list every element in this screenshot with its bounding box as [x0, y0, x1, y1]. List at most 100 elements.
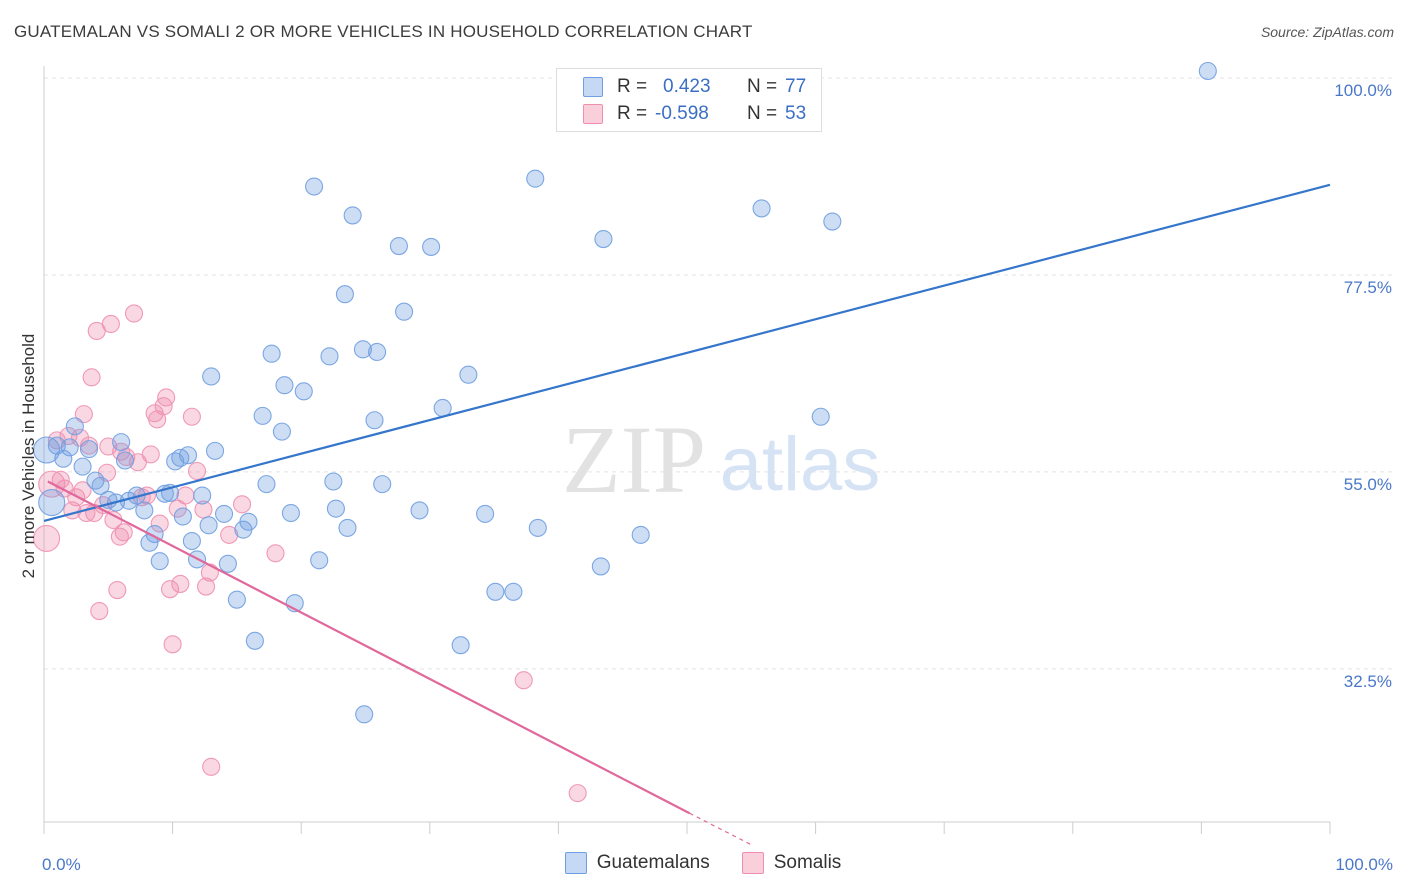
series-legend: Guatemalans Somalis — [0, 852, 1406, 874]
somali-point — [90, 602, 109, 621]
guatemalans-legend-swatch — [564, 852, 587, 874]
watermark: ZIP atlas — [562, 406, 880, 513]
somali-point — [220, 525, 239, 544]
r-label: R = — [617, 76, 648, 97]
guatemalan-point — [811, 407, 830, 426]
guatemalan-point — [218, 554, 237, 573]
x-tick-label: 100.0% — [1335, 855, 1393, 874]
trend-lines — [43, 183, 1331, 846]
guatemalans-trend-line — [43, 183, 1331, 522]
guatemalan-point — [338, 518, 357, 537]
legend-item-somalis: Somalis — [741, 852, 842, 874]
somali-point — [33, 524, 61, 552]
guatemalan-point — [214, 504, 234, 523]
somalis-swatch — [583, 104, 603, 124]
grid-lines — [44, 77, 1392, 670]
n-value: 53 — [785, 103, 807, 124]
guatemalan-point — [202, 367, 221, 386]
guatemalan-point — [33, 436, 61, 464]
guatemalan-point — [193, 486, 212, 505]
somali-point — [160, 580, 180, 599]
guatemalan-point — [272, 422, 291, 441]
guatemalan-point — [324, 472, 343, 491]
guatemalan-point — [205, 441, 225, 460]
guatemalans-swatch — [583, 77, 603, 97]
legend-label-guatemalans: Guatemalans — [596, 852, 710, 873]
somalis-trend-line — [47, 480, 691, 815]
guatemalan-point — [79, 440, 99, 459]
legend-row-guatemalans: R = 0.423 N = 77 — [583, 74, 806, 100]
watermark-zip: ZIP — [562, 406, 706, 513]
somali-point — [171, 574, 190, 593]
guatemalan-point — [335, 285, 354, 304]
guatemalan-point — [353, 340, 372, 359]
guatemalan-point — [310, 551, 329, 570]
guatemalan-point — [451, 636, 470, 655]
guatemalan-point — [275, 376, 294, 395]
guatemalan-point — [433, 398, 452, 418]
guatemalan-point — [459, 365, 478, 384]
somali-point — [101, 314, 120, 334]
guatemalan-point — [305, 177, 324, 196]
guatemalan-point — [365, 411, 384, 430]
guatemalan-point — [343, 206, 362, 225]
guatemalan-point — [86, 471, 105, 490]
legend-row-somalis: R = -0.598 N = 53 — [583, 101, 806, 127]
guatemalan-point — [281, 503, 300, 523]
guatemalan-point — [73, 457, 92, 476]
guatemalan-point — [245, 631, 264, 650]
guatemalan-point — [239, 512, 258, 531]
guatemalan-point — [65, 417, 84, 436]
somali-point — [200, 563, 219, 582]
guatemalan-point — [320, 347, 339, 366]
guatemalan-point — [422, 237, 441, 256]
guatemalan-point — [54, 449, 73, 468]
guatemalan-point — [326, 499, 345, 518]
guatemalan-point — [823, 212, 842, 231]
guatemalan-point — [476, 504, 495, 523]
legend-item-guatemalans: Guatemalans — [564, 852, 710, 874]
somali-point — [150, 514, 169, 533]
somali-point — [108, 580, 127, 600]
somali-point — [176, 486, 195, 505]
somali-point — [182, 407, 201, 426]
guatemalan-point — [294, 382, 313, 401]
n-label: N = — [747, 103, 778, 124]
guatemalan-point — [355, 705, 374, 724]
guatemalan-point — [1198, 61, 1217, 81]
somali-point — [187, 461, 207, 481]
somali-point — [74, 405, 93, 424]
somalis-points — [33, 304, 587, 803]
guatemalan-point — [227, 590, 246, 609]
guatemalan-point — [528, 518, 547, 537]
guatemalan-point — [112, 433, 131, 452]
watermark-atlas: atlas — [720, 422, 881, 507]
legend-label-somalis: Somalis — [773, 852, 842, 873]
guatemalan-point — [526, 169, 545, 188]
guatemalan-point — [178, 446, 198, 465]
somali-point — [141, 445, 160, 464]
guatemalan-point — [368, 342, 387, 362]
r-value: -0.598 — [655, 103, 709, 124]
x-tick-label: 0.0% — [42, 855, 81, 874]
y-tick-label: 77.5% — [1344, 278, 1392, 297]
y-tick-label: 100.0% — [1334, 81, 1392, 100]
guatemalan-point — [373, 475, 392, 494]
y-tick-label: 55.0% — [1344, 475, 1392, 494]
somali-point — [568, 784, 587, 803]
guatemalan-point — [135, 501, 154, 520]
guatemalan-point — [395, 302, 414, 321]
somali-point — [157, 388, 176, 407]
guatemalan-point — [257, 475, 276, 494]
guatemalan-point — [594, 230, 613, 249]
somali-point — [124, 304, 144, 323]
guatemalan-point — [253, 406, 272, 425]
n-value: 77 — [785, 76, 807, 97]
r-label: R = — [617, 103, 648, 124]
guatemalan-point — [150, 552, 169, 571]
stats-legend: R = 0.423 N = 77 R = -0.598 N = 53 — [556, 68, 822, 132]
guatemalan-point — [752, 199, 771, 218]
axes — [43, 66, 1331, 834]
guatemalan-point — [91, 476, 110, 495]
